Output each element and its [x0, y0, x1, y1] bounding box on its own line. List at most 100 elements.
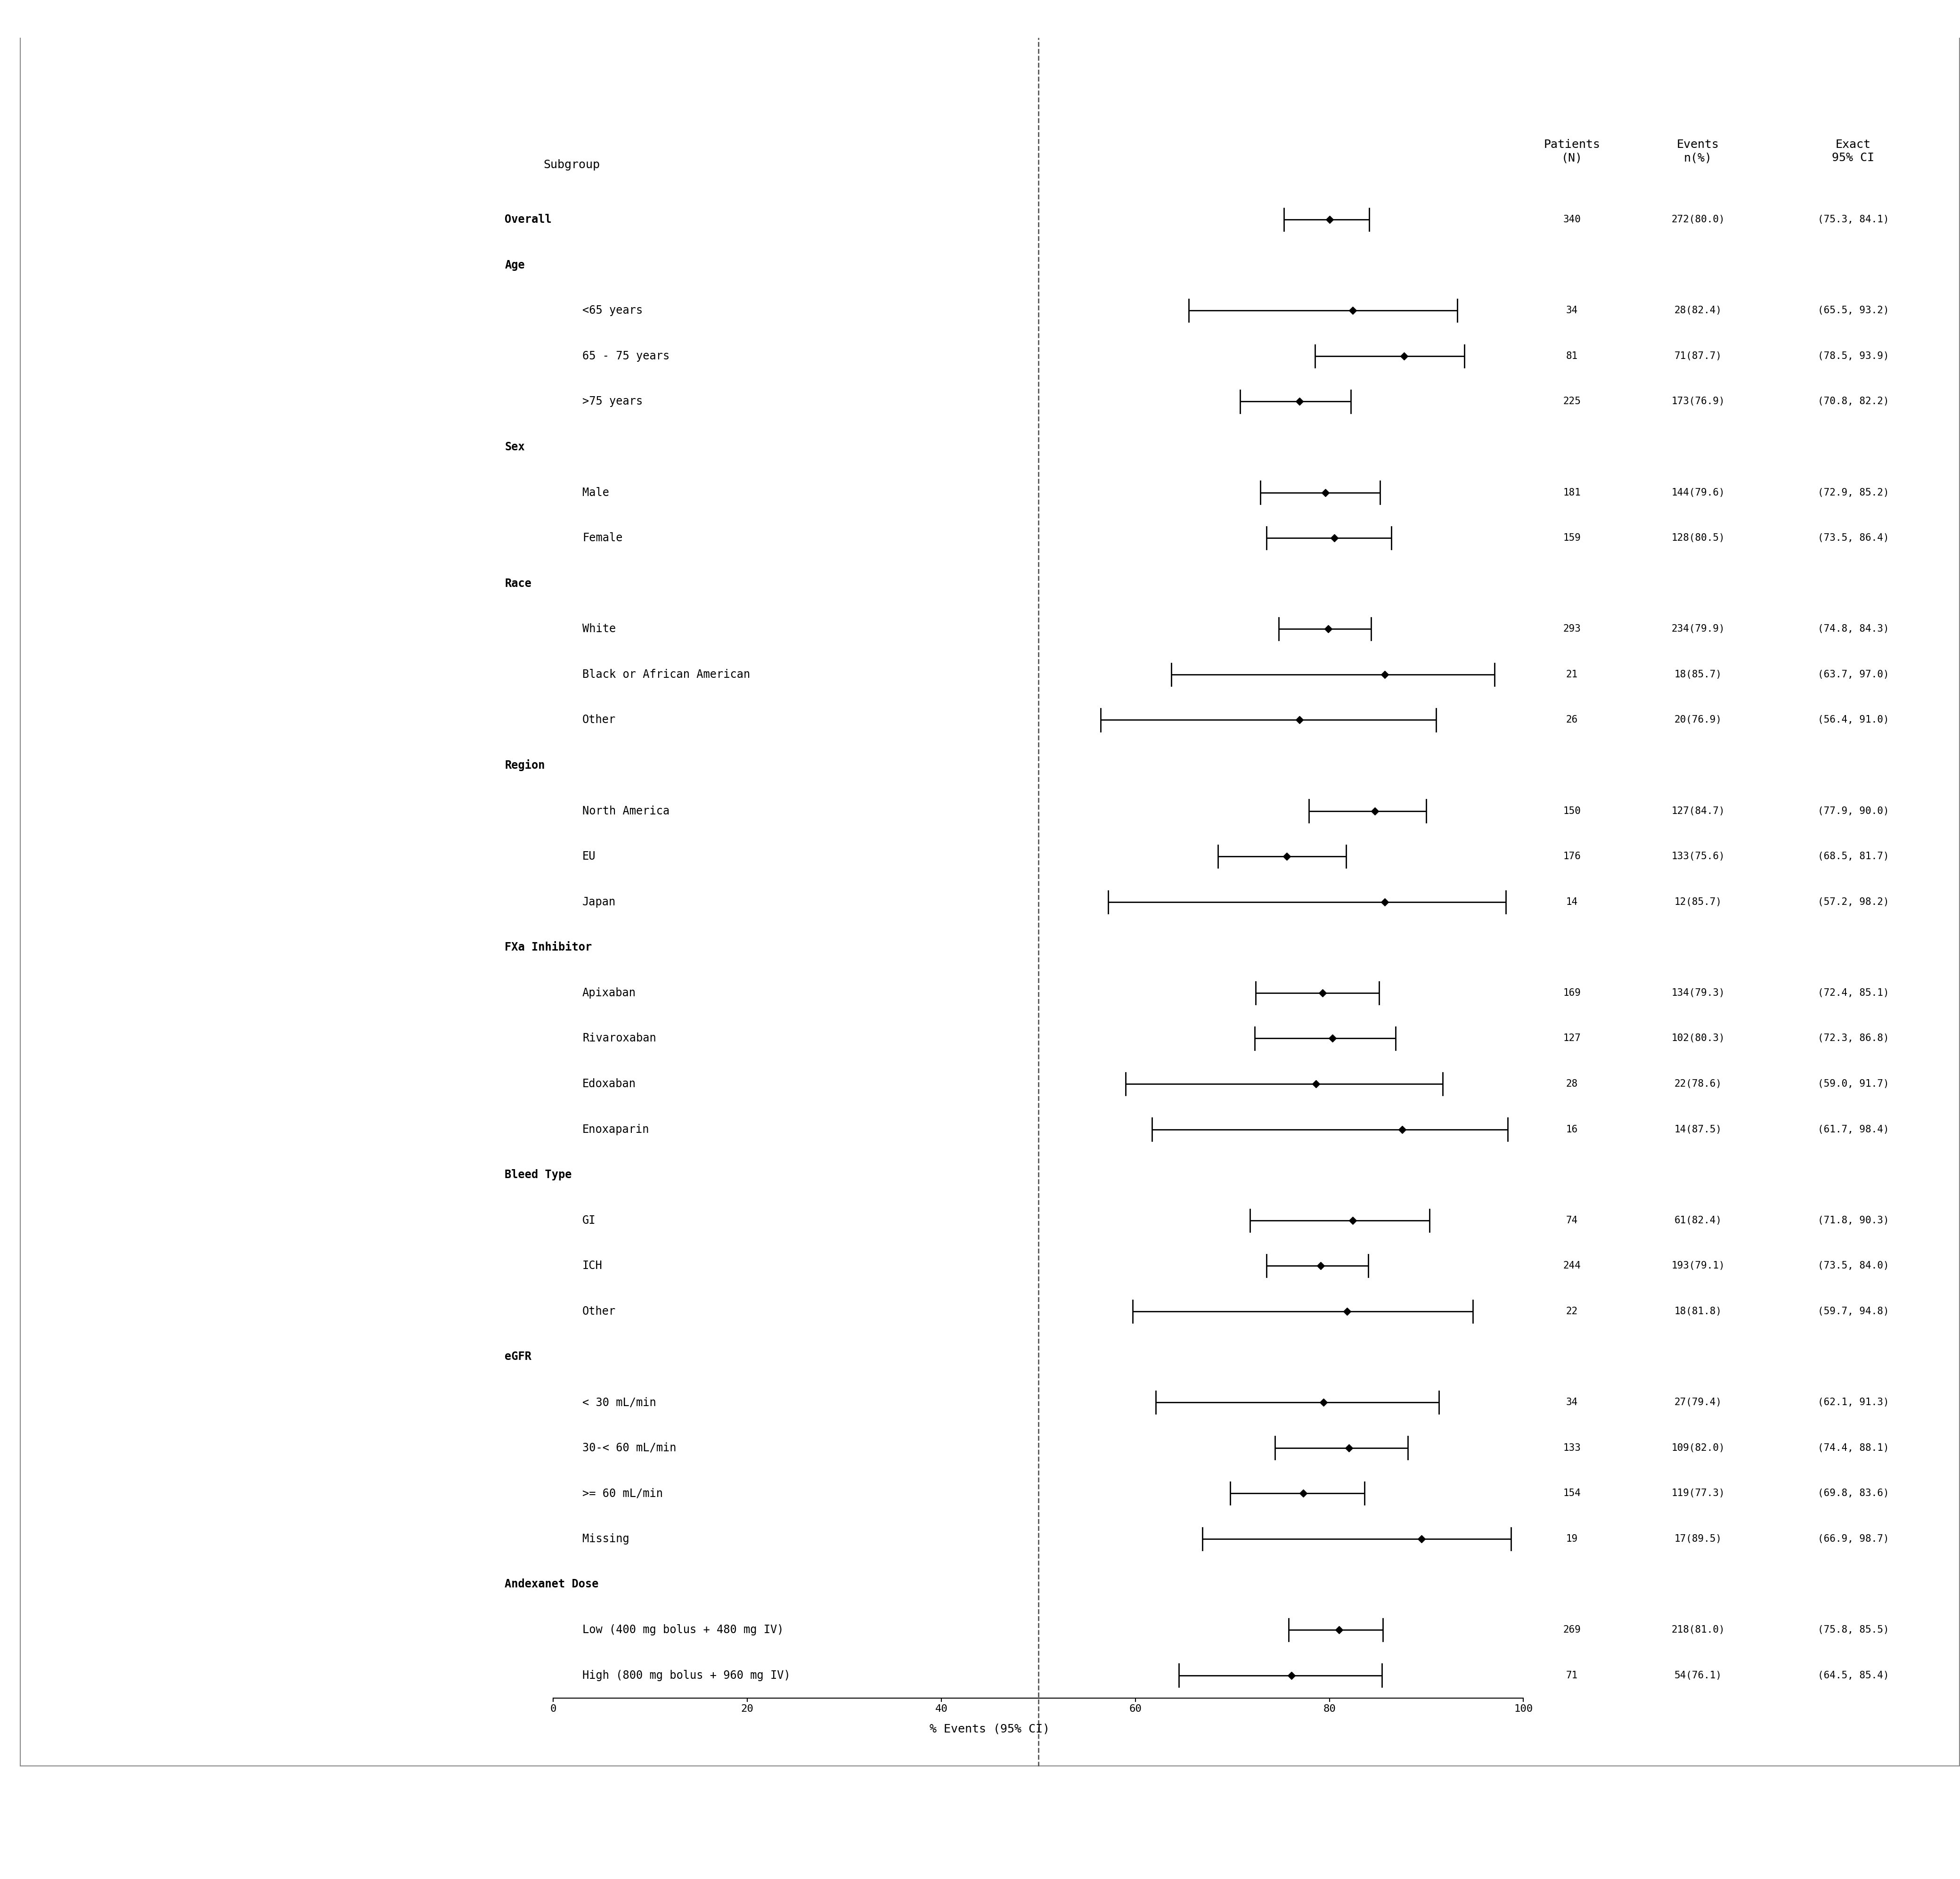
- Text: 102(80.3): 102(80.3): [1672, 1033, 1725, 1043]
- Text: 14(87.5): 14(87.5): [1674, 1126, 1721, 1135]
- Text: (63.7, 97.0): (63.7, 97.0): [1817, 669, 1889, 678]
- Text: Other: Other: [582, 1306, 615, 1317]
- Text: Low (400 mg bolus + 480 mg IV): Low (400 mg bolus + 480 mg IV): [582, 1623, 784, 1635]
- Text: Subgroup: Subgroup: [543, 160, 600, 171]
- Text: 65 - 75 years: 65 - 75 years: [582, 349, 670, 361]
- Text: 340: 340: [1562, 214, 1582, 224]
- Text: (70.8, 82.2): (70.8, 82.2): [1817, 396, 1889, 406]
- Text: Region: Region: [504, 759, 545, 772]
- Text: Male: Male: [582, 487, 610, 498]
- Text: (72.4, 85.1): (72.4, 85.1): [1817, 988, 1889, 998]
- Text: 133: 133: [1562, 1443, 1582, 1452]
- Text: < 30 mL/min: < 30 mL/min: [582, 1396, 657, 1407]
- Text: 176: 176: [1562, 851, 1582, 861]
- Text: (72.9, 85.2): (72.9, 85.2): [1817, 489, 1889, 498]
- Text: 71: 71: [1566, 1670, 1578, 1680]
- Text: Bleed Type: Bleed Type: [504, 1169, 572, 1180]
- Text: High (800 mg bolus + 960 mg IV): High (800 mg bolus + 960 mg IV): [582, 1670, 790, 1682]
- Text: (75.3, 84.1): (75.3, 84.1): [1817, 214, 1889, 224]
- Text: 234(79.9): 234(79.9): [1672, 624, 1725, 633]
- Text: >75 years: >75 years: [582, 396, 643, 408]
- Text: 26: 26: [1566, 716, 1578, 725]
- Text: (73.5, 86.4): (73.5, 86.4): [1817, 534, 1889, 543]
- Text: White: White: [582, 624, 615, 635]
- Text: Black or African American: Black or African American: [582, 669, 751, 680]
- Text: 150: 150: [1562, 806, 1582, 815]
- Text: (62.1, 91.3): (62.1, 91.3): [1817, 1398, 1889, 1407]
- Text: 21: 21: [1566, 669, 1578, 678]
- Text: EU: EU: [582, 851, 596, 862]
- Text: (74.4, 88.1): (74.4, 88.1): [1817, 1443, 1889, 1452]
- Text: Overall: Overall: [504, 214, 551, 225]
- Text: North America: North America: [582, 806, 670, 817]
- Text: Apixaban: Apixaban: [582, 986, 637, 998]
- Text: 34: 34: [1566, 306, 1578, 316]
- Text: Female: Female: [582, 532, 623, 543]
- Text: 173(76.9): 173(76.9): [1672, 396, 1725, 406]
- Text: 18(81.8): 18(81.8): [1674, 1306, 1721, 1315]
- Text: (73.5, 84.0): (73.5, 84.0): [1817, 1261, 1889, 1270]
- Text: Sex: Sex: [504, 442, 525, 453]
- Text: 193(79.1): 193(79.1): [1672, 1261, 1725, 1270]
- Text: Exact
95% CI: Exact 95% CI: [1833, 139, 1874, 163]
- Text: 61(82.4): 61(82.4): [1674, 1216, 1721, 1225]
- Text: GI: GI: [582, 1214, 596, 1225]
- Text: 169: 169: [1562, 988, 1582, 998]
- Text: Edoxaban: Edoxaban: [582, 1079, 637, 1090]
- Text: >= 60 mL/min: >= 60 mL/min: [582, 1488, 662, 1499]
- Text: 28(82.4): 28(82.4): [1674, 306, 1721, 316]
- Text: (69.8, 83.6): (69.8, 83.6): [1817, 1488, 1889, 1498]
- Text: (78.5, 93.9): (78.5, 93.9): [1817, 351, 1889, 361]
- Text: (61.7, 98.4): (61.7, 98.4): [1817, 1126, 1889, 1135]
- Text: Age: Age: [504, 259, 525, 271]
- Text: 144(79.6): 144(79.6): [1672, 489, 1725, 498]
- Text: (68.5, 81.7): (68.5, 81.7): [1817, 851, 1889, 861]
- Text: 109(82.0): 109(82.0): [1672, 1443, 1725, 1452]
- Text: 81: 81: [1566, 351, 1578, 361]
- Text: 28: 28: [1566, 1079, 1578, 1088]
- Text: 127: 127: [1562, 1033, 1582, 1043]
- Text: Missing: Missing: [582, 1533, 629, 1545]
- Text: 134(79.3): 134(79.3): [1672, 988, 1725, 998]
- Text: Other: Other: [582, 714, 615, 725]
- Text: 34: 34: [1566, 1398, 1578, 1407]
- Text: 244: 244: [1562, 1261, 1582, 1270]
- Text: (72.3, 86.8): (72.3, 86.8): [1817, 1033, 1889, 1043]
- Text: Enoxaparin: Enoxaparin: [582, 1124, 649, 1135]
- Text: 27(79.4): 27(79.4): [1674, 1398, 1721, 1407]
- Text: (64.5, 85.4): (64.5, 85.4): [1817, 1670, 1889, 1680]
- Text: 181: 181: [1562, 489, 1582, 498]
- Text: 133(75.6): 133(75.6): [1672, 851, 1725, 861]
- Text: 71(87.7): 71(87.7): [1674, 351, 1721, 361]
- Text: (59.7, 94.8): (59.7, 94.8): [1817, 1306, 1889, 1315]
- Text: (65.5, 93.2): (65.5, 93.2): [1817, 306, 1889, 316]
- Text: 119(77.3): 119(77.3): [1672, 1488, 1725, 1498]
- Text: 22(78.6): 22(78.6): [1674, 1079, 1721, 1088]
- Text: 218(81.0): 218(81.0): [1672, 1625, 1725, 1635]
- Text: (77.9, 90.0): (77.9, 90.0): [1817, 806, 1889, 815]
- Text: 17(89.5): 17(89.5): [1674, 1533, 1721, 1543]
- Text: 14: 14: [1566, 896, 1578, 908]
- Text: 225: 225: [1562, 396, 1582, 406]
- Text: Patients
(N): Patients (N): [1544, 139, 1599, 163]
- Text: (57.2, 98.2): (57.2, 98.2): [1817, 896, 1889, 908]
- Text: 16: 16: [1566, 1126, 1578, 1135]
- Text: 159: 159: [1562, 534, 1582, 543]
- Text: 19: 19: [1566, 1533, 1578, 1543]
- Text: <65 years: <65 years: [582, 304, 643, 316]
- Text: 18(85.7): 18(85.7): [1674, 669, 1721, 678]
- Text: 30-< 60 mL/min: 30-< 60 mL/min: [582, 1443, 676, 1454]
- Text: Rivaroxaban: Rivaroxaban: [582, 1033, 657, 1045]
- Text: 128(80.5): 128(80.5): [1672, 534, 1725, 543]
- Text: eGFR: eGFR: [504, 1351, 531, 1362]
- Text: (74.8, 84.3): (74.8, 84.3): [1817, 624, 1889, 633]
- Text: 22: 22: [1566, 1306, 1578, 1315]
- Text: (66.9, 98.7): (66.9, 98.7): [1817, 1533, 1889, 1543]
- Text: 127(84.7): 127(84.7): [1672, 806, 1725, 815]
- Text: 272(80.0): 272(80.0): [1672, 214, 1725, 224]
- Text: 154: 154: [1562, 1488, 1582, 1498]
- Text: Andexanet Dose: Andexanet Dose: [504, 1578, 598, 1590]
- Text: 20(76.9): 20(76.9): [1674, 716, 1721, 725]
- Text: (75.8, 85.5): (75.8, 85.5): [1817, 1625, 1889, 1635]
- Text: ICH: ICH: [582, 1261, 602, 1272]
